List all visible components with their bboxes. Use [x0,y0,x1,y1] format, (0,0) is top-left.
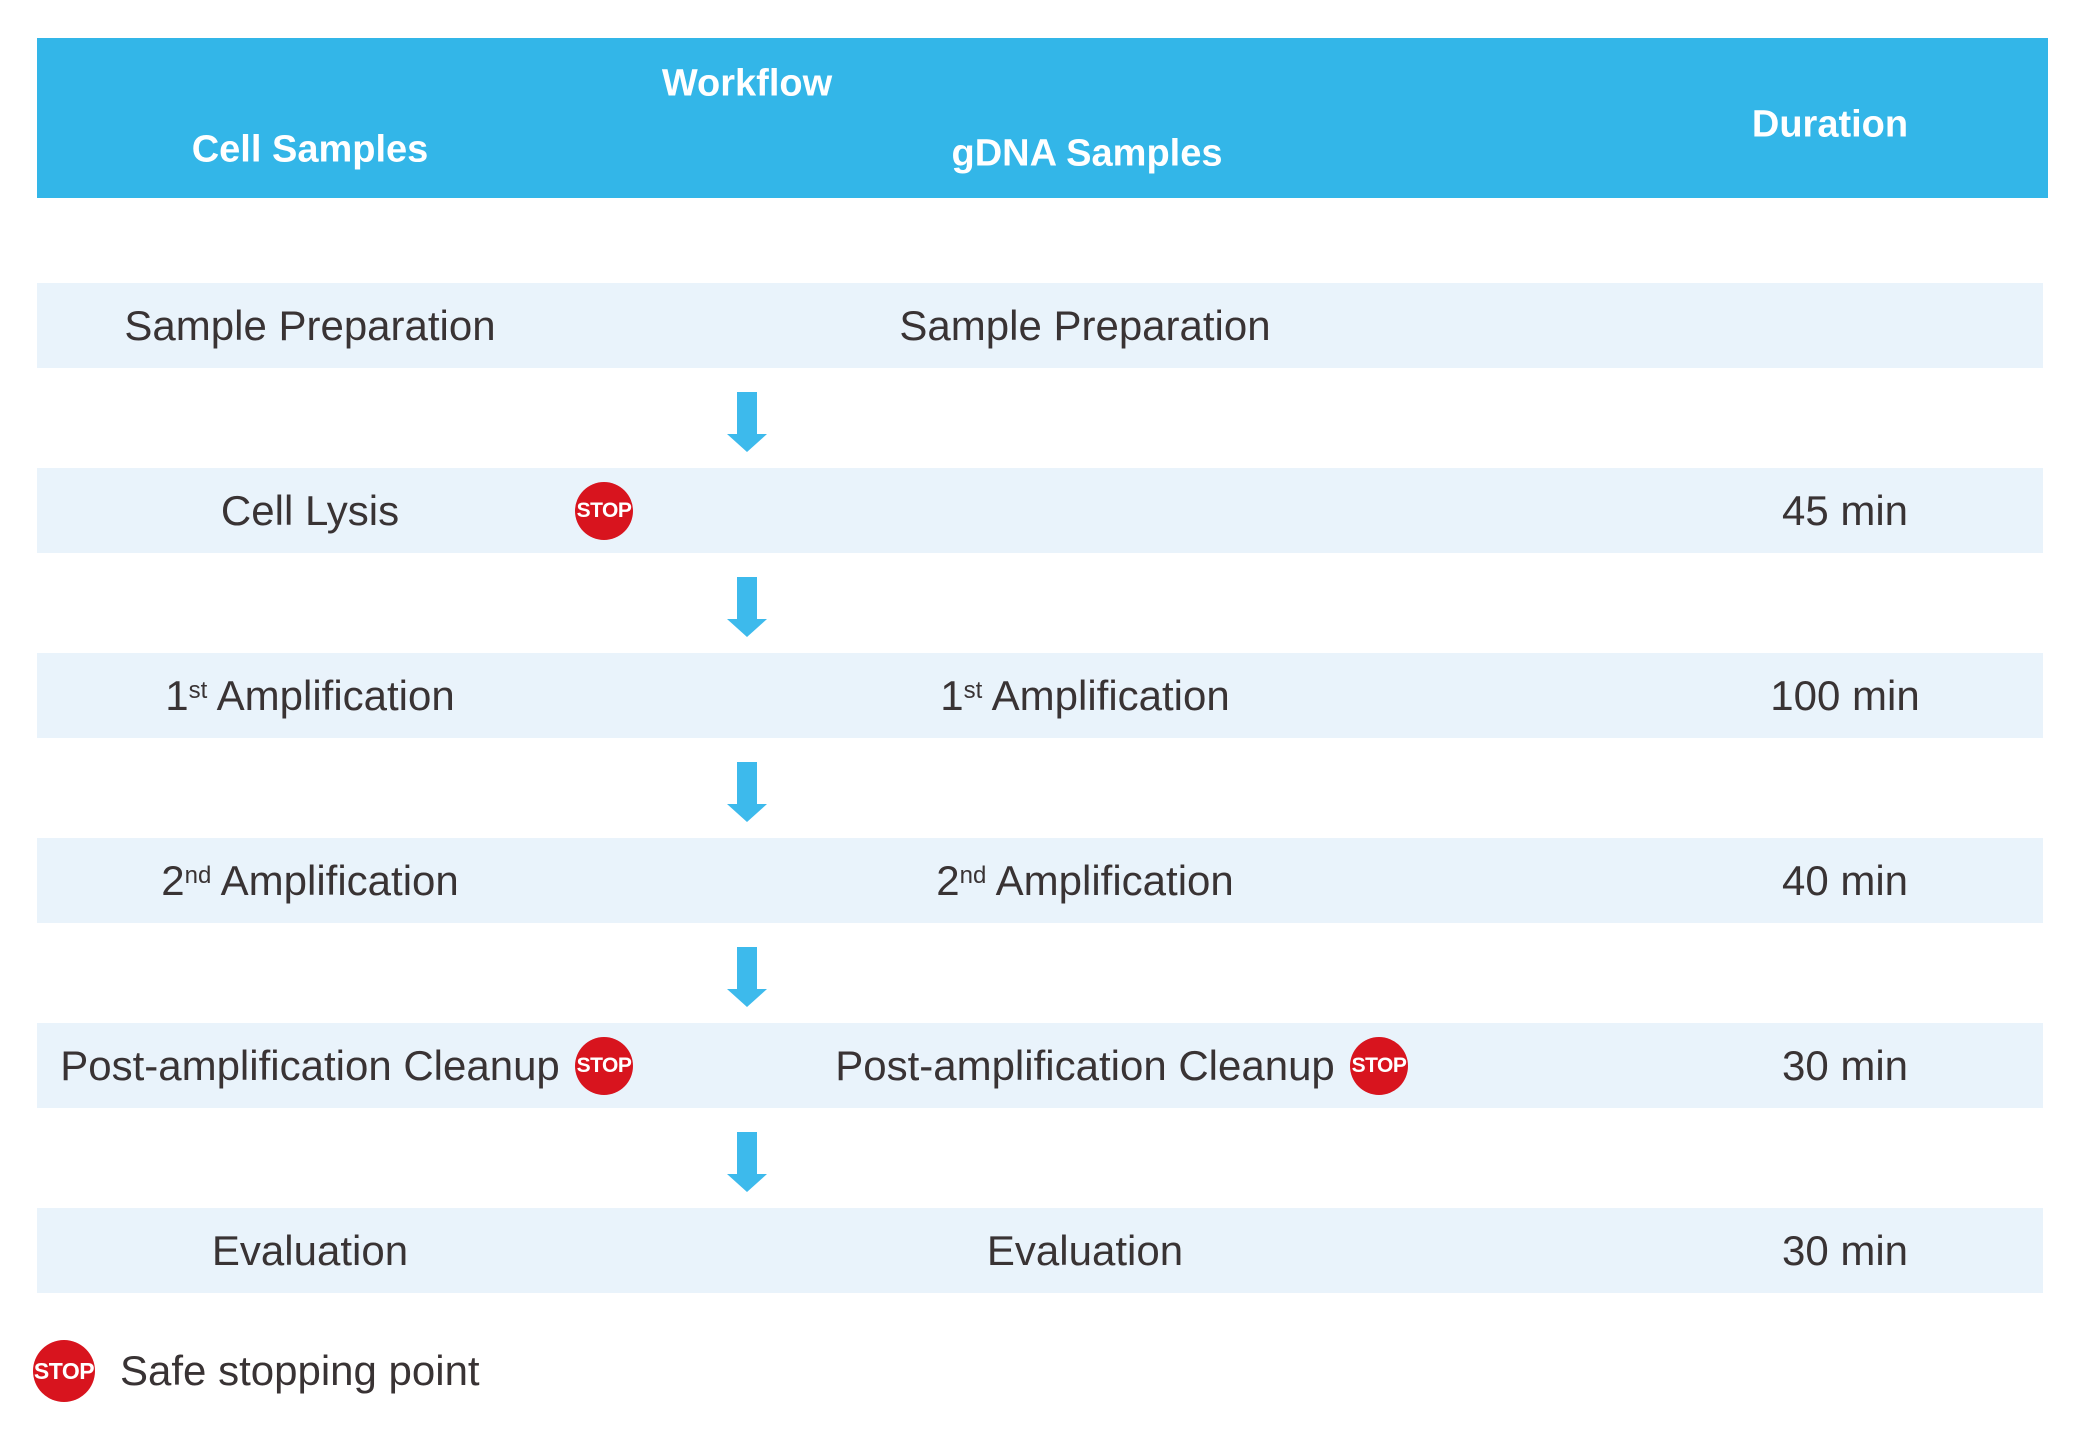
table-row: Cell Lysis STOP STOP 45 min [37,468,2043,553]
legend: STOP Safe stopping point [33,1340,480,1402]
stop-icon: STOP [1350,1036,1408,1095]
table-row: Evaluation STOP Evaluation STOP 30 min [37,1208,2043,1293]
step-text: Sample Preparation [899,301,1271,349]
gdna-step-label: 1st Amplification STOP [583,653,1587,738]
stop-icon: STOP [575,1036,633,1095]
cell-samples-header: Cell Samples [191,128,429,171]
down-arrow-icon [727,392,767,452]
legend-stop-icon: STOP [33,1340,95,1402]
down-arrow-icon [727,1132,767,1192]
duration-value [1587,283,2043,368]
duration-value: 100 min [1770,671,1920,719]
step-text: Sample Preparation [124,301,496,349]
down-arrow-icon [727,762,767,822]
duration-value: 30 min [1781,1041,1909,1089]
step-text: Evaluation [986,1226,1184,1274]
table-row: Sample Preparation STOP Sample Preparati… [37,283,2043,368]
cell-step-label: Cell Lysis STOP [37,468,633,553]
gdna-step-label: Post-amplification Cleanup STOP [583,1023,1587,1108]
table-row: 1st Amplification STOP 1st Amplification… [37,653,2043,738]
step-text: Evaluation [211,1226,409,1274]
step-text: 1st Amplification [165,671,455,719]
cell-step-label: Post-amplification Cleanup STOP [37,1023,633,1108]
down-arrow-icon [727,947,767,1007]
duration-value: 40 min [1781,856,1909,904]
cell-step-label: 2nd Amplification STOP [37,838,583,923]
table-row: Post-amplification Cleanup STOP Post-amp… [37,1023,2043,1108]
step-text: Post-amplification Cleanup [835,1041,1335,1089]
table-header-bar: Workflow Cell Samples gDNA Samples Durat… [37,38,2048,198]
gdna-step-label: Evaluation STOP [583,1208,1587,1293]
cell-step-label: 1st Amplification STOP [37,653,583,738]
gdna-step-label: Sample Preparation STOP [583,283,1587,368]
step-text: 2nd Amplification [936,856,1234,904]
table-row: 2nd Amplification STOP 2nd Amplification… [37,838,2043,923]
cell-step-label: Evaluation STOP [37,1208,583,1293]
workflow-title: Workflow [661,62,833,105]
stop-icon: STOP [575,481,633,540]
down-arrow-icon [727,577,767,637]
step-text: 2nd Amplification [161,856,459,904]
duration-value: 45 min [1781,486,1909,534]
legend-label: Safe stopping point [120,1347,480,1394]
gdna-step-label: STOP [583,468,1587,553]
cell-step-label: Sample Preparation STOP [37,283,583,368]
step-text: Cell Lysis [220,486,400,534]
step-text: 1st Amplification [940,671,1230,719]
duration-value: 30 min [1781,1226,1909,1274]
gdna-step-label: 2nd Amplification STOP [583,838,1587,923]
duration-header: Duration [1751,103,1909,146]
gdna-samples-header: gDNA Samples [951,132,1223,175]
step-text: Post-amplification Cleanup [60,1041,560,1089]
